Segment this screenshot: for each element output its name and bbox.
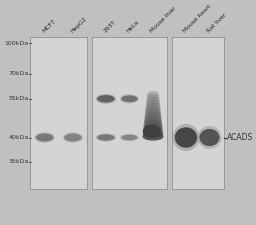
FancyBboxPatch shape [30,37,87,189]
Ellipse shape [143,123,163,132]
Ellipse shape [146,103,161,111]
Ellipse shape [144,115,162,123]
Ellipse shape [64,133,82,142]
Text: 35kDa: 35kDa [8,159,29,164]
Ellipse shape [143,124,161,138]
Ellipse shape [63,132,83,143]
Text: Mouse heart: Mouse heart [183,4,212,34]
Text: ACADS: ACADS [227,133,253,142]
Text: HeLa: HeLa [126,20,140,34]
FancyBboxPatch shape [92,37,167,189]
Ellipse shape [146,97,160,105]
Ellipse shape [143,129,163,138]
Ellipse shape [36,133,54,142]
Ellipse shape [198,126,221,149]
Text: 55kDa: 55kDa [9,96,29,101]
Text: 100kDa: 100kDa [5,41,29,46]
Text: Mouse liver: Mouse liver [150,6,178,34]
Ellipse shape [120,134,139,142]
Ellipse shape [146,94,159,102]
Ellipse shape [145,106,161,114]
Ellipse shape [96,133,116,142]
Ellipse shape [145,109,161,117]
Ellipse shape [175,127,197,148]
Ellipse shape [35,132,55,143]
Ellipse shape [97,134,115,141]
Ellipse shape [142,132,164,141]
Ellipse shape [146,100,160,108]
Ellipse shape [145,112,161,120]
Ellipse shape [147,91,159,99]
Ellipse shape [97,95,115,103]
Text: 70kDa: 70kDa [8,71,29,76]
Ellipse shape [199,129,220,146]
FancyBboxPatch shape [172,37,224,189]
Ellipse shape [121,135,138,140]
Text: 40kDa: 40kDa [8,135,29,140]
Text: Rat liver: Rat liver [206,13,227,34]
Ellipse shape [144,117,162,126]
Ellipse shape [143,126,163,135]
Text: HepG2: HepG2 [69,16,87,34]
Ellipse shape [120,94,139,104]
Ellipse shape [173,124,199,151]
Ellipse shape [144,120,162,129]
Text: MCF7: MCF7 [41,19,57,34]
Text: 293T: 293T [102,20,116,34]
Ellipse shape [96,94,116,104]
Ellipse shape [121,95,138,102]
